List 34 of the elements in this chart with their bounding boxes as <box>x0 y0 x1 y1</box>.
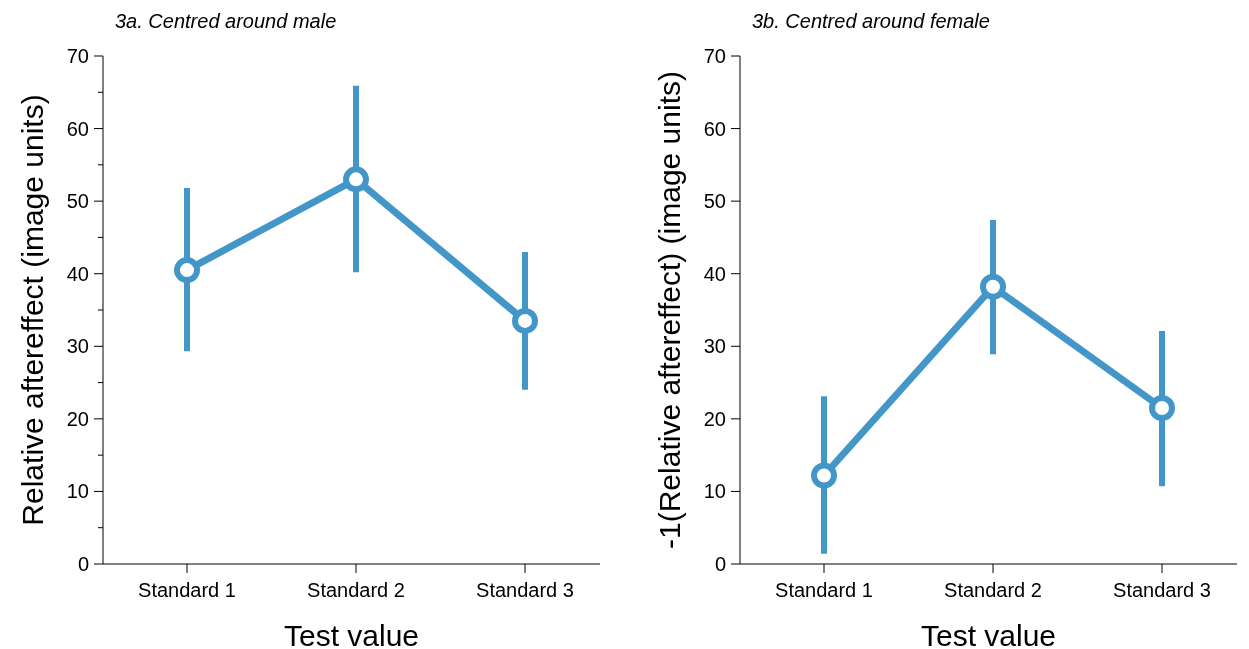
x-tick-label: Standard 1 <box>775 579 873 601</box>
y-tick-label: 60 <box>703 117 726 140</box>
chart-title: 3b. Centred around female <box>752 10 990 32</box>
point <box>174 257 200 284</box>
y-tick-label: 60 <box>66 117 89 140</box>
x-tick-label: Standard 2 <box>944 579 1042 601</box>
x-tick-label: Standard 2 <box>307 579 405 601</box>
point <box>343 166 369 193</box>
y-axis-title: Relative aftereffect (image units) <box>16 94 49 526</box>
y-tick-label: 70 <box>703 45 726 67</box>
y-tick-label: 20 <box>703 407 726 430</box>
y-tick-label: 40 <box>703 262 726 285</box>
y-axis-title: -1(Relative aftereffect) (image units) <box>653 71 686 549</box>
x-tick-label: Standard 3 <box>1113 579 1211 601</box>
x-axis-title: Test value <box>920 619 1057 649</box>
y-tick-label: 10 <box>66 480 89 503</box>
x-tick-label: Standard 1 <box>138 579 236 601</box>
y-tick-label: 40 <box>66 262 89 285</box>
point <box>512 307 538 334</box>
y-tick-label: 10 <box>703 480 726 503</box>
y-tick-label: 0 <box>714 553 726 575</box>
y-tick-label: 30 <box>66 335 89 358</box>
y-tick-label: 70 <box>66 45 89 67</box>
y-tick-label: 0 <box>77 553 89 575</box>
point <box>1149 394 1175 421</box>
y-tick-label: 20 <box>66 407 89 430</box>
point <box>811 462 837 489</box>
y-tick-label: 30 <box>703 335 726 358</box>
y-tick-label: 50 <box>66 190 89 213</box>
x-axis-title: Test value <box>283 619 420 649</box>
y-tick-label: 50 <box>703 190 726 213</box>
chart-title: 3a. Centred around male <box>115 10 337 32</box>
x-tick-label: Standard 3 <box>476 579 574 601</box>
point <box>980 273 1006 300</box>
